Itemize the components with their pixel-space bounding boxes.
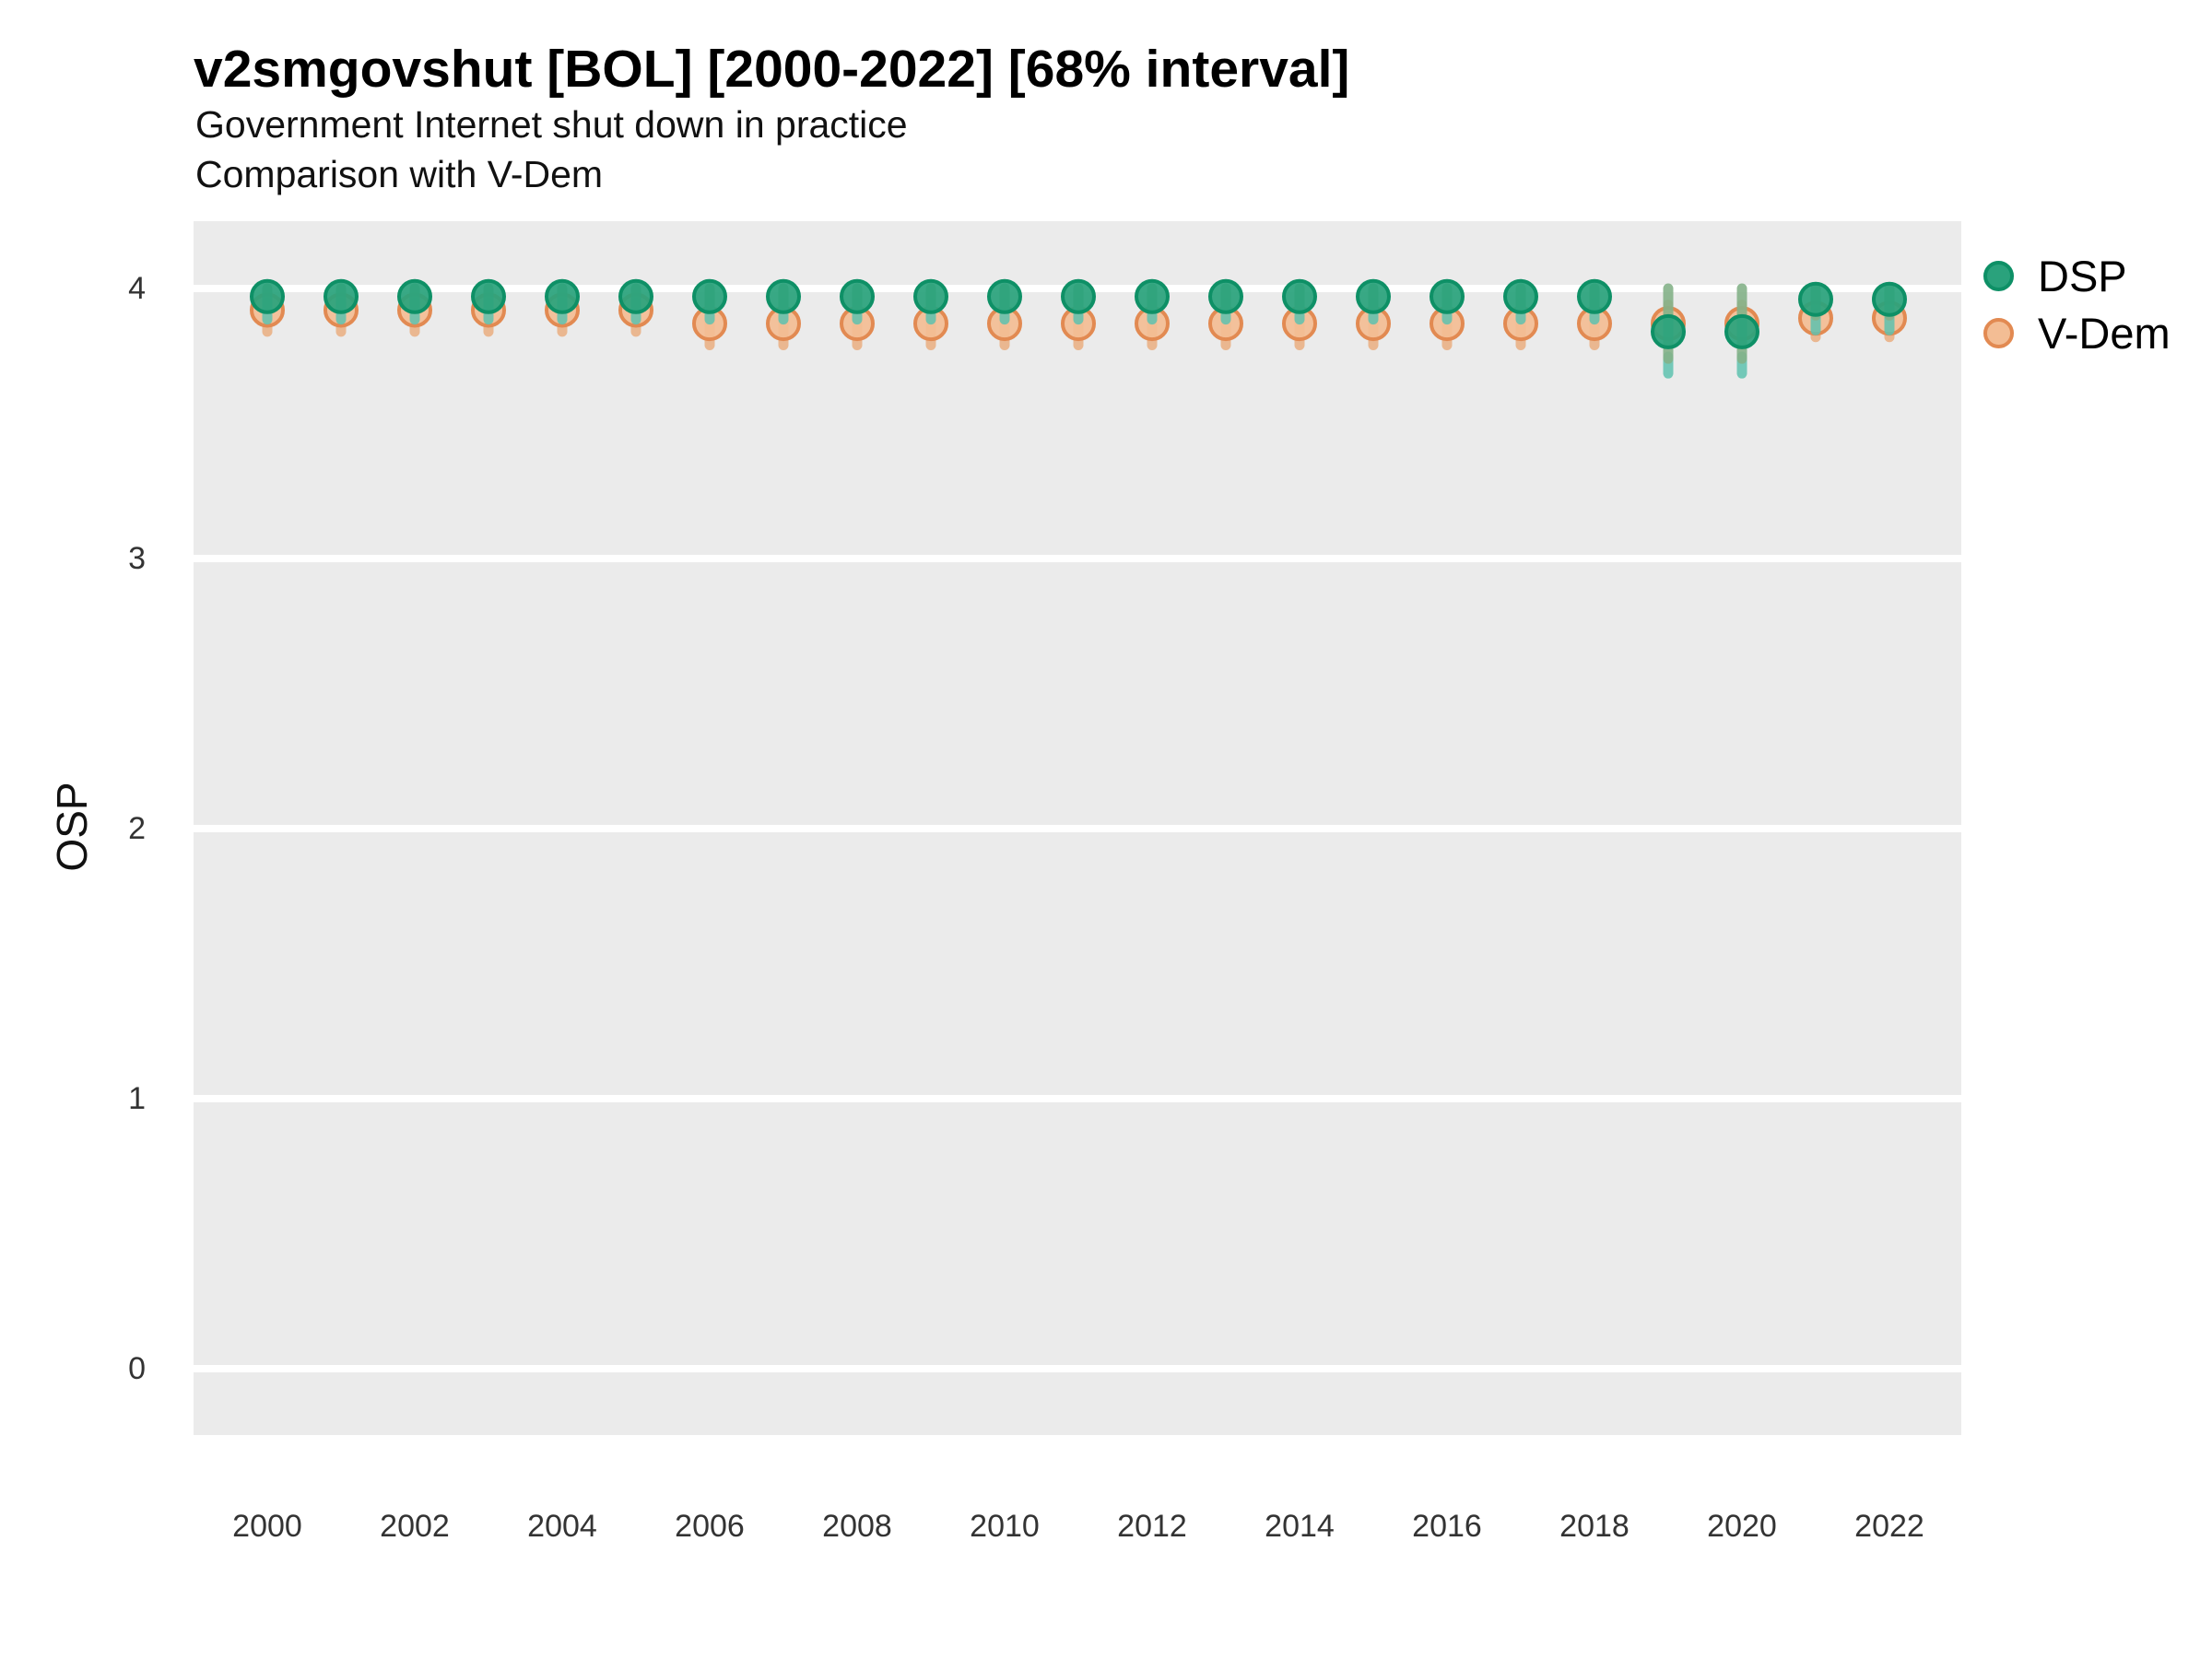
dsp-point-2017 bbox=[1503, 278, 1538, 314]
dsp-point-2019 bbox=[1651, 313, 1686, 349]
x-tick-label-2020: 2020 bbox=[1707, 1509, 1777, 1544]
y-tick-label-4: 4 bbox=[128, 271, 146, 306]
dsp-point-2002 bbox=[397, 278, 432, 314]
dsp-point-2015 bbox=[1356, 278, 1391, 314]
x-tick-label-2004: 2004 bbox=[527, 1509, 597, 1544]
y-tick-label-3: 3 bbox=[128, 541, 146, 576]
dsp-point-2022 bbox=[1872, 281, 1907, 317]
legend: DSP V-Dem bbox=[1983, 247, 2171, 361]
x-tick-label-2016: 2016 bbox=[1412, 1509, 1482, 1544]
dsp-point-2016 bbox=[1430, 278, 1465, 314]
gridline-y-0 bbox=[194, 1365, 1961, 1372]
x-tick-label-2014: 2014 bbox=[1265, 1509, 1335, 1544]
dsp-point-2007 bbox=[766, 278, 801, 314]
dsp-point-2008 bbox=[840, 278, 875, 314]
legend-entry-vdem: V-Dem bbox=[1983, 304, 2171, 361]
dsp-legend-label: DSP bbox=[2038, 251, 2127, 300]
dsp-point-2006 bbox=[692, 278, 727, 314]
dsp-point-2004 bbox=[545, 278, 580, 314]
chart-subtitle-line2: Comparison with V-Dem bbox=[195, 153, 604, 195]
x-tick-label-2012: 2012 bbox=[1117, 1509, 1187, 1544]
dsp-point-2005 bbox=[618, 278, 653, 314]
vdem-legend-label: V-Dem bbox=[2038, 308, 2171, 358]
x-tick-label-2018: 2018 bbox=[1559, 1509, 1630, 1544]
vdem-legend-swatch-icon bbox=[1983, 317, 2014, 348]
dsp-point-2020 bbox=[1724, 313, 1759, 349]
x-tick-label-2002: 2002 bbox=[380, 1509, 450, 1544]
y-tick-label-0: 0 bbox=[128, 1351, 146, 1386]
dsp-point-2001 bbox=[324, 278, 359, 314]
x-tick-label-2010: 2010 bbox=[970, 1509, 1040, 1544]
gridline-y-2 bbox=[194, 825, 1961, 832]
dsp-point-2003 bbox=[471, 278, 506, 314]
dsp-point-2009 bbox=[913, 278, 948, 314]
x-tick-label-2000: 2000 bbox=[232, 1509, 302, 1544]
dsp-point-2014 bbox=[1282, 278, 1317, 314]
dsp-point-2010 bbox=[987, 278, 1022, 314]
dsp-point-2021 bbox=[1798, 281, 1833, 317]
x-tick-label-2006: 2006 bbox=[675, 1509, 745, 1544]
dsp-point-2018 bbox=[1577, 278, 1612, 314]
dsp-point-2011 bbox=[1061, 278, 1096, 314]
chart-title: v2smgovshut [BOL] [2000-2022] [68% inter… bbox=[194, 40, 1350, 99]
gridline-y-3 bbox=[194, 555, 1961, 562]
dsp-point-2012 bbox=[1135, 278, 1170, 314]
legend-entry-dsp: DSP bbox=[1983, 247, 2171, 304]
y-tick-label-2: 2 bbox=[128, 811, 146, 846]
x-tick-label-2008: 2008 bbox=[822, 1509, 892, 1544]
x-tick-label-2022: 2022 bbox=[1854, 1509, 1924, 1544]
gridline-y-1 bbox=[194, 1095, 1961, 1102]
dsp-legend-swatch-icon bbox=[1983, 260, 2014, 291]
y-tick-label-1: 1 bbox=[128, 1081, 146, 1116]
dsp-point-2013 bbox=[1208, 278, 1243, 314]
chart-subtitle-line1: Government Internet shut down in practic… bbox=[195, 103, 908, 146]
dsp-point-2000 bbox=[250, 278, 285, 314]
